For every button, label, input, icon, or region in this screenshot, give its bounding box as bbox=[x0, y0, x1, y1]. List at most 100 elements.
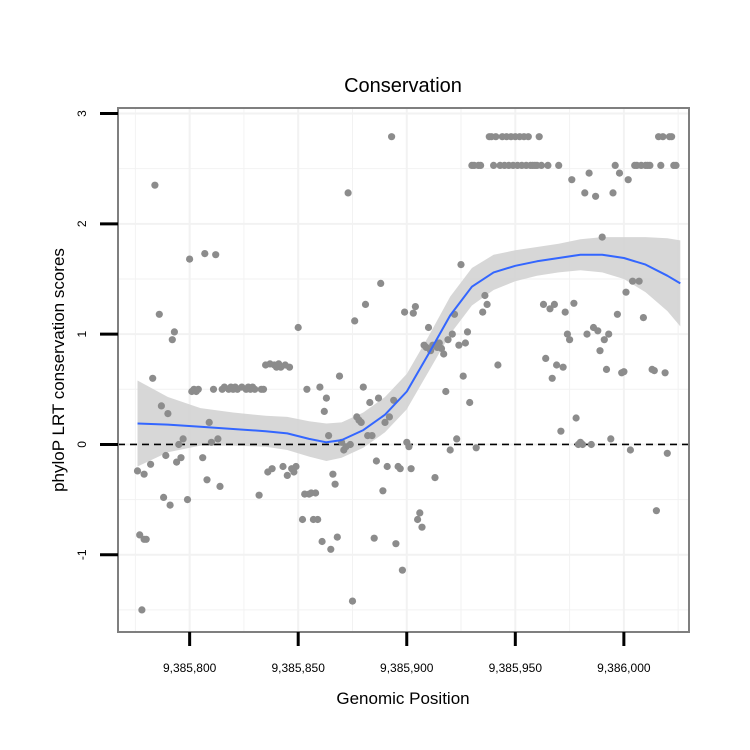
data-point bbox=[444, 336, 452, 344]
data-point bbox=[379, 487, 387, 495]
data-point bbox=[550, 300, 559, 308]
data-point bbox=[659, 133, 667, 141]
data-point bbox=[381, 418, 389, 426]
data-point bbox=[587, 440, 595, 449]
data-point bbox=[164, 410, 172, 418]
data-point bbox=[322, 394, 330, 402]
data-point bbox=[374, 394, 383, 402]
data-point bbox=[396, 465, 404, 473]
data-point bbox=[596, 347, 604, 355]
data-point bbox=[409, 309, 417, 317]
data-point bbox=[494, 361, 502, 369]
data-point bbox=[166, 501, 174, 509]
y-tick-label: 0 bbox=[75, 441, 89, 448]
data-point bbox=[553, 361, 561, 369]
data-point bbox=[359, 383, 367, 391]
data-point bbox=[162, 451, 170, 460]
x-tick-label: 9,385,950 bbox=[489, 661, 543, 675]
smooth-line-layer bbox=[137, 253, 681, 444]
data-point bbox=[214, 435, 222, 443]
data-point bbox=[620, 368, 628, 376]
data-point bbox=[592, 192, 600, 200]
data-point bbox=[448, 330, 456, 338]
data-point bbox=[142, 535, 150, 543]
data-point bbox=[570, 299, 578, 307]
data-point bbox=[440, 350, 448, 358]
data-point bbox=[279, 462, 287, 471]
data-point bbox=[216, 482, 224, 490]
data-point bbox=[392, 540, 400, 548]
data-point bbox=[201, 250, 209, 258]
data-point bbox=[455, 341, 463, 349]
data-point bbox=[585, 169, 593, 177]
data-point bbox=[366, 398, 374, 407]
data-point bbox=[329, 470, 337, 478]
data-point bbox=[566, 336, 574, 344]
data-point bbox=[203, 476, 211, 484]
data-point bbox=[535, 133, 543, 141]
data-point bbox=[318, 537, 326, 546]
data-point bbox=[346, 440, 354, 449]
data-point bbox=[466, 398, 474, 407]
data-point bbox=[561, 308, 569, 316]
data-point bbox=[405, 443, 413, 451]
data-point bbox=[251, 385, 259, 393]
data-point bbox=[483, 300, 491, 308]
data-point bbox=[463, 328, 472, 336]
y-tick-label: 1 bbox=[75, 330, 89, 337]
data-point bbox=[212, 251, 220, 259]
data-point bbox=[542, 354, 550, 362]
data-point bbox=[333, 533, 341, 541]
data-point bbox=[416, 509, 424, 517]
data-point bbox=[205, 418, 213, 426]
data-point bbox=[283, 471, 291, 479]
data-point bbox=[668, 133, 676, 141]
data-point bbox=[453, 435, 461, 443]
data-point bbox=[314, 515, 322, 524]
data-point bbox=[435, 339, 443, 347]
data-point bbox=[259, 385, 268, 393]
x-tick-label: 9,386,000 bbox=[597, 661, 651, 675]
data-point bbox=[650, 367, 658, 375]
data-point bbox=[546, 305, 554, 313]
data-point bbox=[361, 300, 370, 308]
data-point bbox=[559, 363, 567, 371]
data-point bbox=[398, 566, 406, 574]
data-point bbox=[325, 432, 333, 440]
data-point bbox=[149, 374, 157, 382]
data-point bbox=[622, 288, 630, 296]
y-tick-label: -1 bbox=[75, 549, 89, 560]
data-point bbox=[168, 336, 176, 344]
data-point bbox=[537, 161, 546, 169]
data-point bbox=[539, 300, 548, 308]
data-point bbox=[160, 493, 168, 501]
data-point bbox=[407, 465, 415, 473]
data-point bbox=[581, 189, 589, 197]
data-point bbox=[388, 133, 396, 141]
x-tick-label: 9,385,850 bbox=[272, 661, 326, 675]
data-points bbox=[133, 133, 680, 614]
data-point bbox=[424, 323, 433, 332]
data-point bbox=[579, 440, 587, 449]
data-point bbox=[600, 336, 608, 344]
data-point bbox=[140, 470, 148, 478]
data-point bbox=[414, 515, 422, 524]
data-point bbox=[292, 462, 300, 471]
data-point bbox=[672, 161, 680, 169]
y-tick-label: 2 bbox=[75, 220, 89, 227]
data-point bbox=[207, 438, 215, 446]
data-point bbox=[572, 414, 580, 422]
data-point bbox=[136, 531, 144, 539]
y-axis-title: phyloP LRT conservation scores bbox=[49, 248, 68, 492]
data-point bbox=[607, 435, 615, 443]
data-point bbox=[544, 161, 552, 169]
data-point bbox=[492, 133, 500, 141]
data-point bbox=[357, 418, 365, 426]
data-point bbox=[594, 327, 602, 335]
data-point bbox=[431, 474, 439, 482]
data-point bbox=[555, 161, 563, 169]
data-point bbox=[583, 330, 591, 338]
confidence-band-layer bbox=[137, 237, 681, 467]
data-point bbox=[481, 291, 489, 300]
